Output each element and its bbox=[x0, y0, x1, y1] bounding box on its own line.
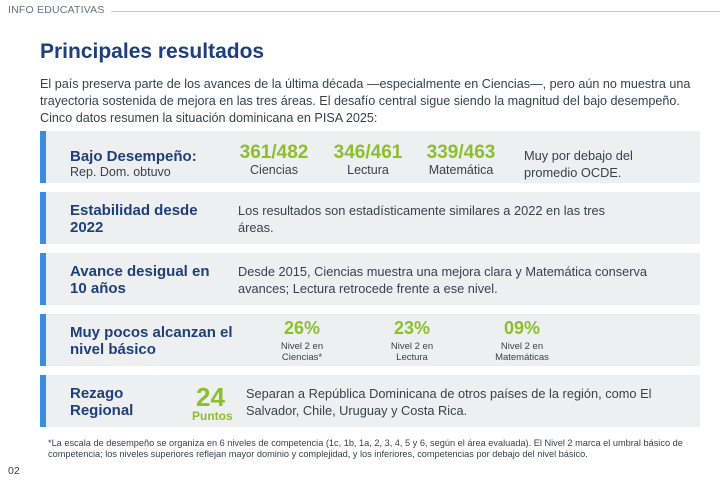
rezago-number: 24 bbox=[196, 382, 225, 412]
rezago-unit: Puntos bbox=[192, 409, 233, 423]
pct-ciencias: 26% bbox=[283, 318, 321, 338]
card-accent-bar bbox=[40, 375, 46, 427]
card-estabilidad: Estabilidad desde 2022 Los resultados so… bbox=[40, 192, 700, 244]
card-label: Estabilidad desde 2022 bbox=[70, 202, 198, 236]
pct-ciencias-label: Nivel 2 en Ciencias* bbox=[280, 341, 324, 363]
card-note: Muy por debajo del promedio OCDE. bbox=[524, 148, 633, 180]
header-rule bbox=[111, 11, 720, 12]
card-accent-bar bbox=[40, 253, 46, 305]
card-accent-bar bbox=[40, 131, 46, 183]
card-label: Bajo Desempeño: bbox=[70, 148, 197, 165]
card-nivel-basico: Muy pocos alcanzan el nivel básico 26% N… bbox=[40, 314, 700, 366]
card-text: Los resultados son estadísticamente simi… bbox=[238, 203, 606, 235]
score-lectura: 346/461 bbox=[333, 142, 403, 163]
score-ciencias: 361/482 bbox=[239, 142, 309, 163]
pct-matematicas: 09% bbox=[503, 318, 541, 338]
card-avance: Avance desigual en 10 años Desde 2015, C… bbox=[40, 253, 700, 305]
pct-lectura: 23% bbox=[393, 318, 431, 338]
top-bar: INFO EDUCATIVAS bbox=[8, 4, 720, 18]
card-accent-bar bbox=[40, 192, 46, 244]
section-label: INFO EDUCATIVAS bbox=[8, 4, 105, 16]
score-matematica: 339/463 bbox=[426, 142, 496, 163]
card-bajo-desempeno: Bajo Desempeño: Rep. Dom. obtuvo 361/482… bbox=[40, 131, 700, 183]
card-sublabel: Rep. Dom. obtuvo bbox=[70, 165, 171, 179]
card-text: Desde 2015, Ciencias muestra una mejora … bbox=[238, 264, 647, 296]
card-rezago: Rezago Regional 24 Puntos Separan a Repú… bbox=[40, 375, 700, 427]
intro-paragraph: El país preserva parte de los avances de… bbox=[40, 77, 691, 125]
pct-matematicas-label: Nivel 2 en Matemáticas bbox=[495, 341, 549, 363]
card-text: Separan a República Dominicana de otros … bbox=[246, 386, 652, 418]
page-number: 02 bbox=[8, 465, 20, 477]
score-matematica-label: Matemática bbox=[428, 163, 494, 177]
score-ciencias-label: Ciencias bbox=[250, 163, 298, 177]
pct-lectura-label: Nivel 2 en Lectura bbox=[390, 341, 434, 363]
card-label: Muy pocos alcanzan el nivel básico bbox=[70, 324, 233, 358]
card-label: Avance desigual en 10 años bbox=[70, 263, 210, 297]
page-title: Principales resultados bbox=[40, 40, 265, 63]
score-lectura-label: Lectura bbox=[347, 163, 389, 177]
card-label: Rezago Regional bbox=[70, 385, 134, 419]
card-accent-bar bbox=[40, 314, 46, 366]
footnote: *La escala de desempeño se organiza en 6… bbox=[48, 438, 683, 459]
